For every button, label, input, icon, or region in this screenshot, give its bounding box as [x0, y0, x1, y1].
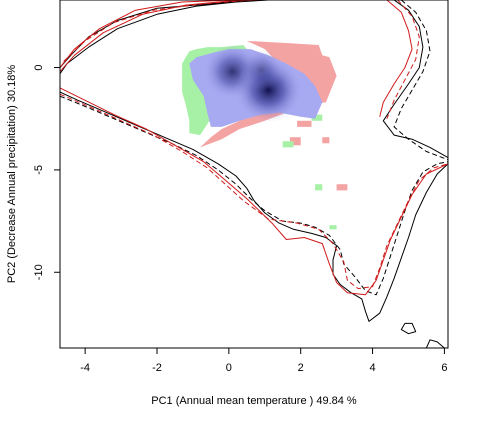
envelope-red-dashed-6 — [386, 0, 420, 119]
envelope-red-solid-9 — [60, 87, 448, 296]
region-native-only-0 — [200, 40, 337, 148]
envelope-black-solid-3 — [382, 0, 448, 159]
envelope-black-dashed-8 — [60, 95, 448, 296]
region-invaded-only-8 — [315, 184, 323, 191]
envelope-red-dashed-2 — [63, 0, 251, 62]
envelope-black-solid-12 — [425, 339, 445, 348]
y-tick-label: -5 — [33, 165, 45, 175]
y-tick-label: 0 — [33, 64, 45, 70]
x-tick-label: 2 — [298, 362, 304, 374]
envelope-black-dashed-4 — [393, 0, 448, 161]
x-axis-title: PC1 (Annual mean temperature ) 49.84 % — [151, 395, 357, 407]
x-tick-label: 6 — [441, 362, 447, 374]
x-tick-label: -4 — [80, 362, 90, 374]
x-axis: -4 -2 0 2 4 6 — [80, 348, 447, 374]
region-native-only-4 — [336, 184, 348, 191]
region-invaded-only-7 — [282, 141, 294, 148]
envelope-black-solid-11 — [400, 322, 417, 335]
envelope-red-dashed-10 — [60, 93, 448, 290]
plot-frame — [59, 0, 449, 349]
region-invaded-only-9 — [329, 225, 337, 230]
y-axis-title: PC2 (Decrease Annual precipitation) 30.1… — [6, 65, 18, 284]
density-peaks — [203, 43, 303, 123]
x-tick-label: 4 — [369, 362, 375, 374]
envelope-red-solid-1 — [60, 0, 262, 72]
x-tick-label: -2 — [152, 362, 162, 374]
region-native-only-2 — [297, 120, 312, 127]
density-peak-2 — [239, 48, 284, 91]
envelope-black-solid-0 — [60, 0, 269, 74]
envelope-red-solid-5 — [379, 0, 413, 117]
climate-envelopes — [60, 0, 448, 348]
envelope-black-solid-7 — [60, 91, 448, 322]
x-tick-label: 0 — [226, 362, 232, 374]
y-tick-label: -10 — [33, 264, 45, 280]
y-axis: 0 -5 -10 — [33, 64, 60, 280]
region-native-only-3 — [322, 137, 330, 144]
